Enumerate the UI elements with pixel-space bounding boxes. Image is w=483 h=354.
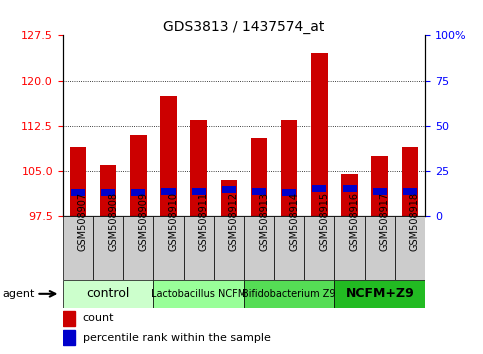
Text: GSM508913: GSM508913 [259,192,269,251]
Bar [371,156,388,216]
Text: GSM508917: GSM508917 [380,192,390,251]
Bar [304,216,334,280]
Title: GDS3813 / 1437574_at: GDS3813 / 1437574_at [163,21,325,34]
Bar [71,189,85,196]
Bar [190,120,207,216]
Text: NCFM+Z9: NCFM+Z9 [345,287,414,300]
Bar [184,216,213,280]
Text: GSM508910: GSM508910 [169,192,178,251]
Bar [123,216,154,280]
Bar [93,216,123,280]
Bar [131,189,145,196]
Bar [373,188,387,195]
Bar [252,188,266,195]
Bar [395,216,425,280]
Bar [282,189,296,196]
Bar [192,188,206,195]
Text: control: control [86,287,130,300]
Bar [342,185,356,192]
Text: Lactobacillus NCFM: Lactobacillus NCFM [151,289,246,299]
Text: GSM508914: GSM508914 [289,192,299,251]
Bar [70,147,86,216]
Bar [130,135,146,216]
Bar [313,185,327,192]
Text: GSM508916: GSM508916 [350,192,359,251]
Bar [244,280,334,308]
Bar [274,216,304,280]
Bar [334,216,365,280]
Bar [403,188,417,195]
Bar [63,311,75,326]
Bar [101,189,115,196]
Text: GSM508909: GSM508909 [138,192,148,251]
Bar [244,216,274,280]
Bar [365,216,395,280]
Text: GSM508915: GSM508915 [319,192,329,251]
Bar [100,165,116,216]
Text: percentile rank within the sample: percentile rank within the sample [83,332,270,343]
Bar [311,53,327,216]
Bar [334,280,425,308]
Text: GSM508907: GSM508907 [78,192,88,251]
Text: GSM508908: GSM508908 [108,192,118,251]
Bar [222,186,236,193]
Bar [63,280,154,308]
Text: Bifidobacterium Z9: Bifidobacterium Z9 [242,289,336,299]
Bar [341,174,358,216]
Bar [63,216,93,280]
Text: agent: agent [2,289,35,299]
Text: count: count [83,314,114,324]
Bar [221,180,237,216]
Bar [213,216,244,280]
Bar [161,188,175,195]
Bar [402,147,418,216]
Bar [154,280,244,308]
Bar [281,120,298,216]
Bar [251,138,267,216]
Text: GSM508911: GSM508911 [199,192,209,251]
Text: GSM508918: GSM508918 [410,192,420,251]
Bar [154,216,184,280]
Bar [160,96,177,216]
Text: GSM508912: GSM508912 [229,192,239,251]
Bar [63,330,75,345]
